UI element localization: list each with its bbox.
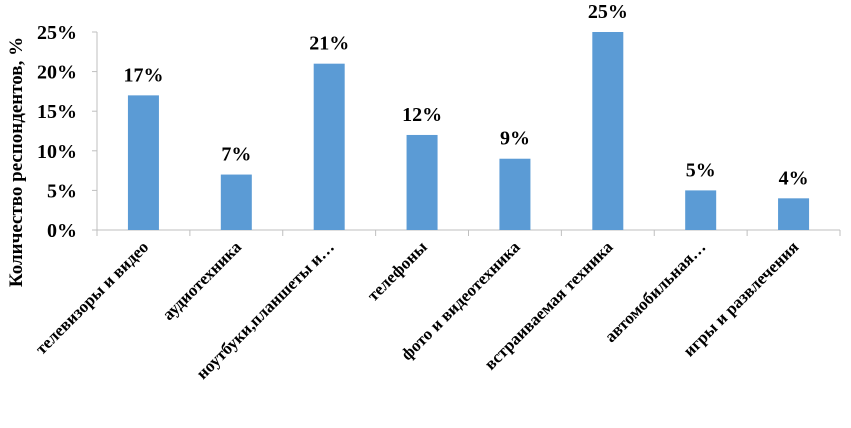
data-label: 21% — [309, 33, 349, 55]
bar — [499, 158, 531, 230]
data-labels-layer: 17% 7% 21% 12% 9% 25% 5% 4% — [123, 1, 808, 189]
data-label: 4% — [779, 167, 809, 189]
data-label: 5% — [686, 159, 716, 181]
bar — [220, 174, 252, 230]
x-tick-label: телевизоры и видео — [31, 237, 152, 358]
bar — [685, 190, 717, 230]
x-tick-labels-layer: телевизоры и видео аудиотехниканоутбуки,п… — [31, 237, 802, 383]
data-label: 17% — [123, 64, 163, 86]
y-tick-label: 15% — [37, 101, 77, 123]
y-tick-label: 0% — [47, 220, 77, 242]
y-tick-label: 25% — [37, 22, 77, 44]
x-tick-label: аудиотехника — [159, 237, 246, 324]
bar — [592, 32, 624, 230]
y-tick-label: 10% — [37, 141, 77, 163]
y-tick-label: 5% — [47, 180, 77, 202]
bars-layer — [127, 32, 810, 231]
axis-layer — [92, 31, 841, 236]
bar — [406, 134, 438, 230]
x-tick-label: телефоны — [363, 237, 431, 305]
y-tick-labels-layer: 0% 5% 10% 15% 20% 25% — [37, 22, 77, 242]
data-label: 7% — [221, 144, 251, 166]
x-tick-label: автомобильная… — [601, 237, 710, 346]
bar — [778, 198, 810, 230]
data-label: 25% — [588, 1, 628, 23]
y-tick-label: 20% — [37, 62, 77, 84]
y-axis-label: Количество респондентов, % — [6, 37, 27, 287]
data-label: 12% — [402, 104, 442, 126]
data-label: 9% — [500, 128, 530, 150]
bar — [313, 63, 345, 231]
bar — [127, 95, 159, 230]
